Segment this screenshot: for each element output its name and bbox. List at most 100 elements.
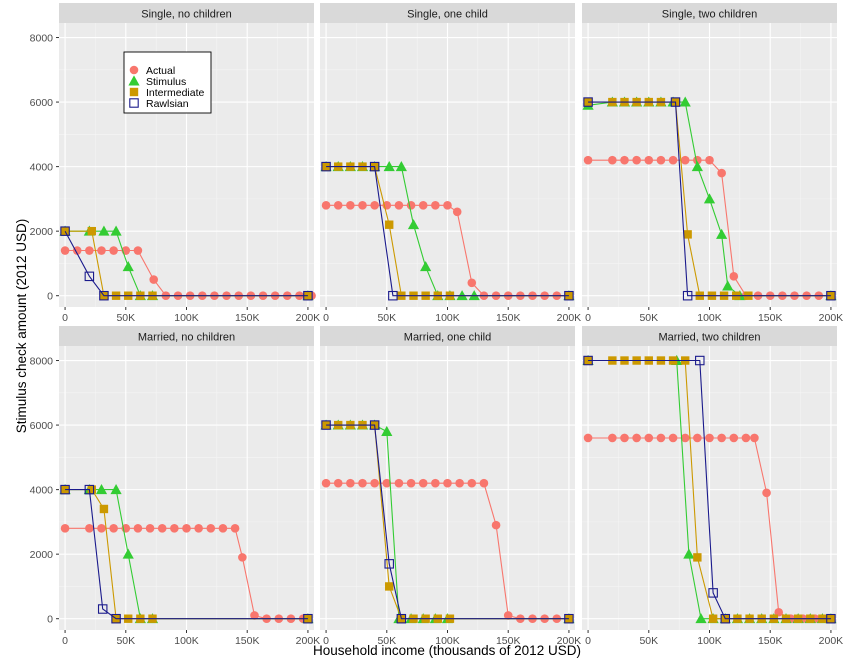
x-tick-label: 200K: [296, 635, 321, 647]
data-point-rawlsian: [321, 420, 331, 430]
data-point-stimulus: [716, 228, 728, 239]
data-point-actual: [358, 478, 367, 488]
y-tick-label: 8000: [30, 355, 54, 367]
data-point-actual: [467, 478, 477, 488]
data-point-stimulus: [122, 261, 134, 272]
data-point-actual: [238, 553, 247, 562]
data-point-actual: [656, 155, 666, 165]
data-point-actual: [729, 272, 739, 281]
panel-5: Married, one child 0 50K 100K 150K 200K: [320, 326, 581, 647]
data-point-intermediate: [87, 485, 96, 494]
x-axis-title: Household income (thousands of 2012 USD): [313, 643, 581, 658]
x-tick-label: 100K: [435, 635, 460, 647]
x-tick-label: 100K: [174, 635, 199, 647]
data-point-rawlsian: [826, 290, 836, 301]
y-tick-label: 4000: [30, 484, 54, 496]
series-rawlsian: [60, 226, 313, 301]
data-point-actual: [452, 207, 462, 217]
data-point-actual: [668, 155, 678, 165]
data-point-actual: [583, 433, 593, 443]
legend-item: Rawlsian: [129, 98, 189, 110]
x-tick-label: 150K: [758, 635, 783, 647]
data-point-stimulus: [98, 225, 110, 236]
panel-strip: [320, 326, 575, 346]
series-line: [588, 359, 831, 620]
data-point-actual: [729, 433, 739, 443]
data-point-actual: [680, 433, 690, 443]
data-point-actual: [194, 524, 203, 533]
x-tick-label: 100K: [174, 312, 199, 324]
data-point-actual: [644, 433, 654, 443]
legend-label: Stimulus: [146, 76, 186, 88]
data-point-rawlsian: [720, 613, 731, 624]
legend-label: Rawlsian: [146, 98, 189, 110]
data-point-intermediate: [583, 97, 593, 107]
panel-title: Married, one child: [404, 332, 491, 344]
data-point-actual: [503, 611, 513, 620]
data-point-actual: [741, 433, 751, 443]
legend-key-rawlsian: [129, 98, 139, 108]
data-point-actual: [406, 201, 416, 210]
data-point-intermediate: [87, 226, 96, 236]
data-point-rawlsian: [60, 226, 70, 236]
data-point-stimulus: [695, 613, 707, 624]
data-point-actual: [479, 478, 489, 488]
data-point-rawlsian: [708, 588, 718, 598]
y-tick-label: 4000: [30, 161, 54, 173]
data-point-rawlsian: [388, 290, 398, 301]
data-point-actual: [443, 478, 452, 488]
data-point-intermediate: [826, 614, 836, 623]
data-point-actual: [346, 478, 355, 488]
legend-key-intermediate: [129, 87, 139, 97]
data-point-rawlsian: [583, 355, 593, 366]
panel-strip: [59, 3, 314, 23]
data-point-actual: [774, 607, 784, 617]
data-point-actual: [145, 524, 155, 533]
data-point-actual: [149, 275, 159, 284]
data-point-actual: [394, 201, 404, 210]
x-tick-label: 0: [62, 635, 68, 647]
data-point-actual: [333, 478, 343, 488]
data-point-intermediate: [60, 226, 70, 236]
data-point-stimulus: [691, 161, 703, 172]
data-point-actual: [97, 524, 106, 533]
x-tick-label: 0: [62, 312, 68, 324]
x-tick-label: 150K: [235, 635, 260, 647]
data-point-actual: [705, 433, 714, 443]
data-point-intermediate: [826, 291, 836, 300]
data-point-rawlsian: [369, 420, 380, 430]
x-tick-label: 0: [323, 635, 329, 647]
x-tick-label: 200K: [296, 312, 321, 324]
data-point-intermediate: [321, 420, 331, 430]
y-tick-label: 0: [47, 291, 53, 303]
data-point-rawlsian: [564, 290, 574, 301]
data-point-actual: [85, 246, 94, 255]
series-line: [588, 101, 831, 297]
legend-item: Actual: [129, 65, 175, 77]
panel-1: Single, no children 0 50K 100K 150K 200K 0 2000…: [30, 3, 321, 324]
series-line: [326, 166, 569, 297]
series-rawlsian: [321, 161, 574, 301]
data-point-stimulus: [468, 290, 480, 301]
data-point-rawlsian: [321, 161, 331, 172]
data-point-intermediate: [683, 230, 692, 239]
data-point-actual: [230, 524, 240, 533]
data-point-stimulus: [381, 425, 393, 437]
data-point-rawlsian: [384, 559, 394, 569]
data-point-actual: [109, 524, 118, 533]
data-point-actual: [358, 201, 367, 210]
legend-key-actual: [129, 65, 139, 75]
panel-2: Single, one child 0 50K 100K 150K 200K: [320, 3, 581, 324]
data-point-intermediate: [60, 485, 70, 494]
y-axis-title: Stimulus check amount (2012 USD): [14, 219, 29, 434]
data-point-rawlsian: [111, 613, 121, 624]
data-point-actual: [133, 246, 143, 255]
x-tick-label: 0: [323, 312, 329, 324]
data-point-actual: [406, 478, 416, 488]
y-tick-label: 6000: [30, 97, 54, 109]
data-point-stimulus: [383, 161, 395, 172]
x-tick-label: 200K: [819, 635, 844, 647]
x-tick-label: 150K: [758, 312, 783, 324]
